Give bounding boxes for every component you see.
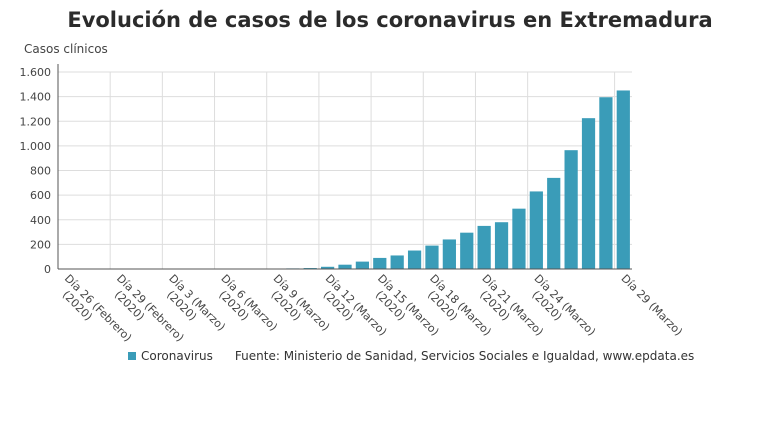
y-tick-label: 800	[30, 165, 51, 178]
legend-swatch	[128, 352, 136, 360]
bar	[599, 97, 613, 269]
legend: Coronavirus Fuente: Ministerio de Sanida…	[128, 349, 694, 363]
bar	[512, 208, 526, 269]
y-tick-label: 1.200	[20, 115, 52, 128]
bar	[425, 245, 439, 269]
bars	[286, 90, 630, 269]
bar	[581, 118, 596, 269]
bar	[338, 264, 352, 269]
bar	[355, 261, 370, 269]
bar	[564, 150, 578, 269]
bar	[390, 255, 404, 269]
bar	[477, 225, 491, 269]
grid-lines	[57, 71, 632, 269]
y-tick-label: 1.000	[20, 140, 52, 153]
bar-chart: 0 200 400 600 800 1.000 1.200 1.400 1.600 Día 26…	[20, 64, 685, 344]
bar	[616, 90, 630, 269]
y-tick-label: 1.400	[20, 91, 52, 104]
y-axis-label: Casos clínicos	[24, 42, 108, 56]
bar	[407, 250, 422, 269]
bar	[373, 257, 387, 269]
source-note: Fuente: Ministerio de Sanidad, Servicios…	[234, 349, 695, 363]
chart-title: Evolución de casos de los coronavirus en…	[67, 8, 713, 32]
x-tick-label: Día 29 (Marzo)	[618, 272, 685, 339]
bar	[460, 232, 474, 269]
y-tick-label: 600	[30, 189, 51, 202]
bar	[442, 239, 456, 269]
y-tick-label: 200	[30, 238, 51, 251]
bar	[547, 177, 561, 269]
axes	[57, 64, 632, 270]
y-tick-label: 0	[44, 263, 51, 276]
y-tick-label: 400	[30, 214, 51, 227]
y-tick-labels: 0 200 400 600 800 1.000 1.200 1.400 1.600	[20, 66, 52, 276]
x-tick-labels: Día 26 (Febrero)(2020) Día 29 (Febrero)(2…	[60, 272, 685, 344]
legend-label: Coronavirus	[141, 349, 213, 363]
y-tick-label: 1.600	[20, 66, 52, 79]
bar	[320, 266, 335, 269]
bar	[529, 191, 543, 269]
bar	[494, 222, 509, 269]
